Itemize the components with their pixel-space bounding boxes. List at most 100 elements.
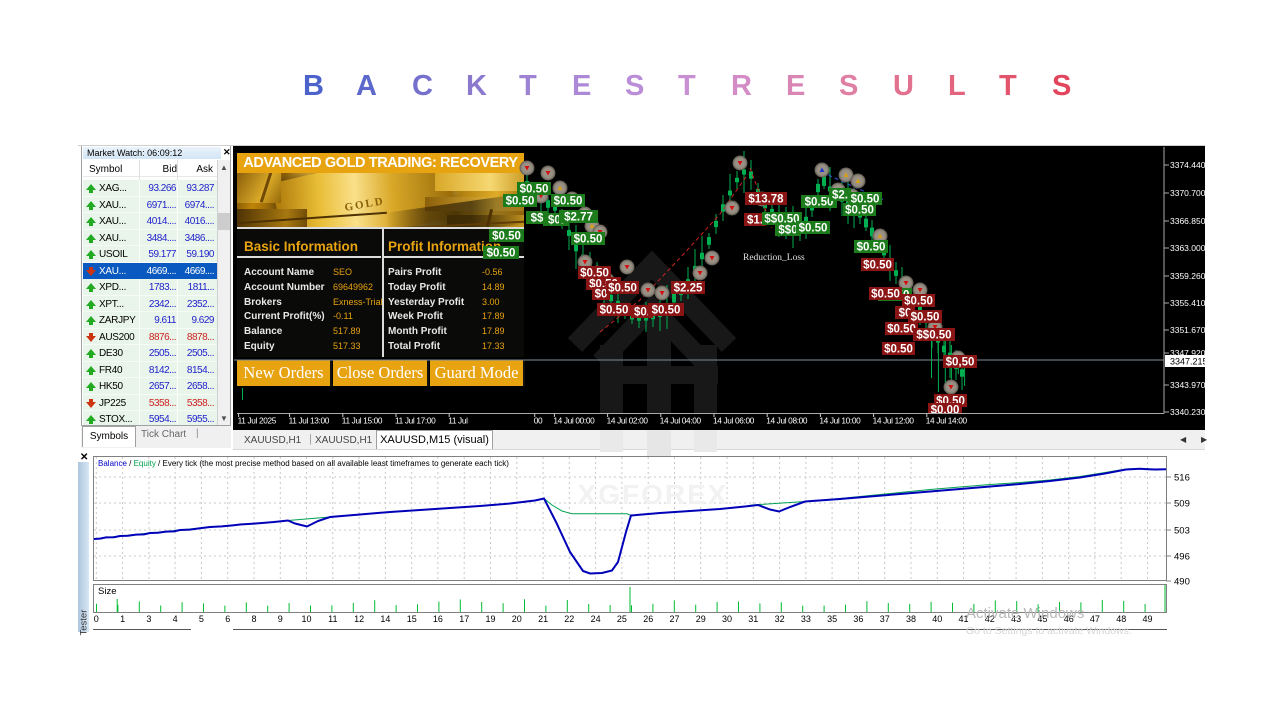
svg-text:$0.50: $0.50 bbox=[574, 234, 603, 246]
svg-text:11 Jul 13:00: 11 Jul 13:00 bbox=[289, 416, 330, 426]
svg-text:26: 26 bbox=[643, 614, 653, 624]
svg-text:11 Jul: 11 Jul bbox=[448, 416, 468, 426]
svg-text:$$0.50: $$0.50 bbox=[764, 214, 799, 226]
svg-text:$0.50: $0.50 bbox=[871, 289, 900, 301]
svg-text:46: 46 bbox=[1064, 614, 1074, 624]
svg-text:31: 31 bbox=[748, 614, 758, 624]
svg-text:$0.: $0. bbox=[634, 307, 650, 319]
svg-text:15: 15 bbox=[407, 614, 417, 624]
svg-text:1: 1 bbox=[120, 614, 125, 624]
svg-text:$0.50: $0.50 bbox=[904, 296, 933, 308]
svg-text:0: 0 bbox=[94, 614, 99, 624]
svg-text:33: 33 bbox=[801, 614, 811, 624]
svg-text:3347.920: 3347.920 bbox=[1170, 348, 1205, 358]
svg-text:14 Jul 02:00: 14 Jul 02:00 bbox=[607, 416, 649, 426]
svg-text:14: 14 bbox=[380, 614, 390, 624]
svg-text:41: 41 bbox=[958, 614, 968, 624]
svg-text:29: 29 bbox=[696, 614, 706, 624]
svg-text:XGFOREX: XGFOREX bbox=[578, 479, 729, 510]
svg-text:14 Jul 06:00: 14 Jul 06:00 bbox=[713, 416, 755, 426]
svg-text:16: 16 bbox=[433, 614, 443, 624]
svg-text:25: 25 bbox=[617, 614, 627, 624]
svg-text:3351.670: 3351.670 bbox=[1170, 325, 1205, 335]
svg-text:17: 17 bbox=[459, 614, 469, 624]
svg-text:$0: $0 bbox=[595, 289, 608, 301]
svg-text:3340.230: 3340.230 bbox=[1170, 407, 1205, 417]
svg-text:11: 11 bbox=[328, 614, 337, 624]
svg-text:14 Jul 00:00: 14 Jul 00:00 bbox=[553, 416, 595, 426]
svg-text:38: 38 bbox=[906, 614, 916, 624]
svg-text:$0.50: $0.50 bbox=[520, 184, 549, 196]
svg-text:3359.260: 3359.260 bbox=[1170, 271, 1205, 281]
svg-text:45: 45 bbox=[1037, 614, 1047, 624]
svg-text:40: 40 bbox=[932, 614, 942, 624]
svg-text:$0.50: $0.50 bbox=[805, 197, 834, 209]
svg-text:43: 43 bbox=[1011, 614, 1021, 624]
svg-text:Reduction_Loss: Reduction_Loss bbox=[743, 253, 805, 263]
svg-text:24: 24 bbox=[591, 614, 601, 624]
svg-text:21: 21 bbox=[538, 614, 548, 624]
svg-text:3374.440: 3374.440 bbox=[1170, 160, 1205, 170]
svg-text:3370.700: 3370.700 bbox=[1170, 188, 1205, 198]
svg-text:$0.50: $0.50 bbox=[857, 242, 886, 254]
svg-text:$0.50: $0.50 bbox=[492, 231, 521, 243]
svg-text:$0.50: $0.50 bbox=[851, 194, 880, 206]
svg-text:36: 36 bbox=[853, 614, 863, 624]
svg-text:$2.77: $2.77 bbox=[564, 212, 593, 224]
svg-text:$0,50: $0,50 bbox=[946, 357, 975, 369]
svg-text:37: 37 bbox=[880, 614, 890, 624]
svg-text:32: 32 bbox=[775, 614, 785, 624]
svg-text:12: 12 bbox=[354, 614, 364, 624]
svg-text:42: 42 bbox=[985, 614, 995, 624]
svg-text:47: 47 bbox=[1090, 614, 1100, 624]
svg-text:$0.50: $0.50 bbox=[887, 324, 916, 336]
svg-text:$0.50: $0.50 bbox=[608, 283, 637, 295]
svg-text:4: 4 bbox=[173, 614, 178, 624]
svg-text:503: 503 bbox=[1174, 526, 1190, 537]
svg-text:$$0.50: $$0.50 bbox=[916, 330, 951, 342]
svg-text:$0.50: $0.50 bbox=[580, 268, 609, 280]
svg-text:$0.50: $0.50 bbox=[911, 312, 940, 324]
svg-text:3: 3 bbox=[146, 614, 151, 624]
svg-text:9: 9 bbox=[278, 614, 283, 624]
svg-text:49: 49 bbox=[1142, 614, 1152, 624]
svg-text:27: 27 bbox=[669, 614, 679, 624]
svg-text:48: 48 bbox=[1116, 614, 1126, 624]
svg-text:5: 5 bbox=[199, 614, 204, 624]
svg-text:3363.000: 3363.000 bbox=[1170, 243, 1205, 253]
svg-text:$0.50: $0.50 bbox=[863, 260, 892, 272]
svg-text:11 Jul 2025: 11 Jul 2025 bbox=[238, 416, 277, 426]
svg-text:$0.50: $0.50 bbox=[600, 305, 629, 317]
svg-text:3366.850: 3366.850 bbox=[1170, 216, 1205, 226]
svg-text:$13.78: $13.78 bbox=[748, 194, 784, 206]
svg-text:35: 35 bbox=[827, 614, 837, 624]
svg-text:14 Jul 08:00: 14 Jul 08:00 bbox=[766, 416, 808, 426]
svg-text:14 Jul 04:00: 14 Jul 04:00 bbox=[660, 416, 702, 426]
svg-text:$$0: $$0 bbox=[778, 225, 797, 237]
svg-text:$0.50: $0.50 bbox=[884, 344, 913, 356]
svg-text:14 Jul 14:00: 14 Jul 14:00 bbox=[926, 416, 968, 426]
svg-text:$0.50: $0.50 bbox=[652, 305, 681, 317]
svg-text:516: 516 bbox=[1174, 473, 1190, 484]
svg-text:19: 19 bbox=[485, 614, 495, 624]
svg-text:509: 509 bbox=[1174, 499, 1190, 510]
svg-text:$1.: $1. bbox=[747, 215, 763, 227]
svg-text:10: 10 bbox=[301, 614, 311, 624]
svg-text:$0.50: $0.50 bbox=[554, 196, 583, 208]
svg-text:14 Jul 12:00: 14 Jul 12:00 bbox=[873, 416, 915, 426]
svg-text:3347.215: 3347.215 bbox=[1170, 357, 1205, 367]
svg-text:20: 20 bbox=[512, 614, 522, 624]
svg-text:$2.: $2. bbox=[832, 190, 848, 202]
svg-text:$$: $$ bbox=[531, 213, 544, 225]
svg-text:14 Jul 10:00: 14 Jul 10:00 bbox=[819, 416, 861, 426]
svg-text:3343.970: 3343.970 bbox=[1170, 380, 1205, 390]
svg-text:496: 496 bbox=[1174, 552, 1190, 563]
svg-text:3355.410: 3355.410 bbox=[1170, 298, 1205, 308]
svg-text:30: 30 bbox=[722, 614, 732, 624]
svg-text:11 Jul 15:00: 11 Jul 15:00 bbox=[342, 416, 383, 426]
svg-text:490: 490 bbox=[1174, 577, 1190, 588]
svg-text:00: 00 bbox=[534, 416, 543, 426]
svg-text:Size: Size bbox=[98, 586, 116, 597]
svg-text:8: 8 bbox=[251, 614, 256, 624]
svg-text:11 Jul 17:00: 11 Jul 17:00 bbox=[395, 416, 436, 426]
